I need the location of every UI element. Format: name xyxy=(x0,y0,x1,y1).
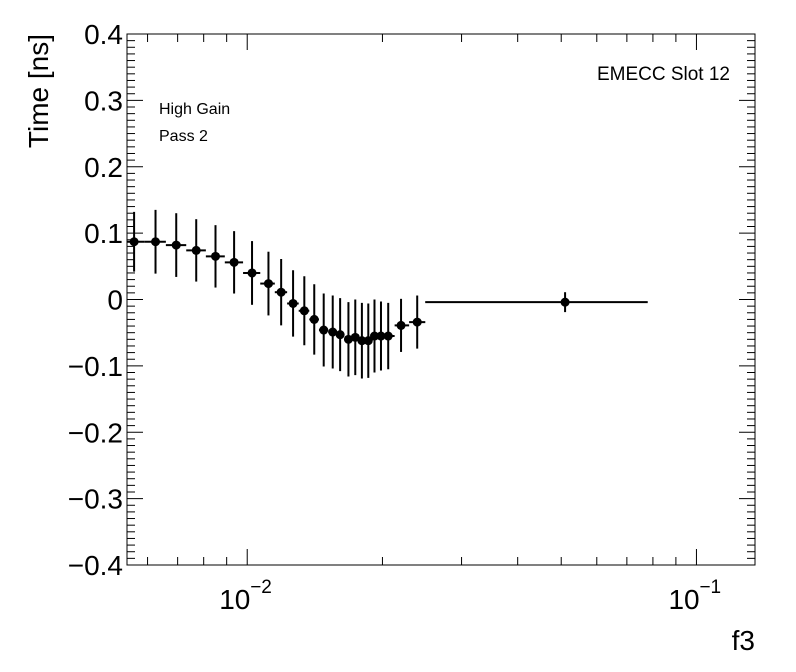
data-point xyxy=(383,302,395,370)
data-point xyxy=(376,301,386,371)
data-point xyxy=(369,299,379,373)
x-axis-label: f3 xyxy=(732,625,755,656)
point-marker xyxy=(335,330,345,340)
y-tick-label: 0.1 xyxy=(84,218,123,249)
point-marker xyxy=(129,237,139,247)
x-tick-label: 10 −1 xyxy=(668,577,721,615)
point-marker xyxy=(383,331,393,341)
point-marker xyxy=(247,268,257,278)
point-marker xyxy=(412,317,422,327)
x-tick-label-exponent: −2 xyxy=(250,577,272,598)
point-marker xyxy=(309,314,319,324)
point-marker xyxy=(263,279,273,289)
y-tick-label: −0.4 xyxy=(68,550,123,581)
data-point xyxy=(205,225,225,288)
point-marker xyxy=(369,331,379,341)
point-marker xyxy=(396,320,406,330)
data-point xyxy=(363,303,373,378)
x-tick-labels: 10 −2 10 −1 xyxy=(219,577,721,615)
data-point xyxy=(335,298,345,372)
point-marker xyxy=(560,297,570,307)
y-tick-label: 0.3 xyxy=(84,85,123,116)
point-marker xyxy=(191,245,201,255)
data-point xyxy=(224,231,244,294)
y-tick-label: 0 xyxy=(107,285,123,316)
y-tick-label: 0.2 xyxy=(84,152,123,183)
point-marker xyxy=(363,336,373,346)
data-point xyxy=(186,219,206,282)
data-point xyxy=(394,298,410,352)
data-point xyxy=(343,302,353,377)
x-tick-label-base: 10 xyxy=(668,584,699,615)
data-point xyxy=(298,276,310,346)
data-point xyxy=(274,259,288,326)
y-tick-labels: −0.4 −0.3 −0.2 −0.1 0 0.1 0.2 0.3 0.4 xyxy=(68,19,123,581)
point-marker xyxy=(299,306,309,316)
axis-ticks xyxy=(127,33,755,566)
x-tick-label: 10 −2 xyxy=(219,577,272,615)
data-point xyxy=(165,213,187,277)
title-annotation: EMECC Slot 12 xyxy=(597,64,730,85)
point-marker xyxy=(151,237,161,247)
data-points xyxy=(127,209,648,379)
plot-frame xyxy=(126,33,756,566)
point-marker xyxy=(229,257,239,267)
data-point xyxy=(328,295,338,369)
point-marker xyxy=(319,325,329,335)
point-marker xyxy=(171,240,181,250)
point-marker xyxy=(343,334,353,344)
data-point xyxy=(309,284,319,355)
x-tick-label-exponent: −1 xyxy=(699,577,721,598)
pass-annotation: Pass 2 xyxy=(159,128,208,145)
data-point xyxy=(144,209,166,274)
data-point xyxy=(425,292,648,313)
point-marker xyxy=(288,298,298,308)
point-marker xyxy=(276,287,286,297)
gain-annotation: High Gain xyxy=(159,101,230,118)
y-axis-label: Time [ns] xyxy=(23,34,54,148)
data-point xyxy=(243,241,261,305)
data-point xyxy=(260,251,275,316)
point-marker xyxy=(376,331,386,341)
y-tick-label: −0.2 xyxy=(68,417,123,448)
point-marker xyxy=(328,327,338,337)
y-tick-label: 0.4 xyxy=(84,19,123,50)
point-marker xyxy=(211,251,221,261)
data-point xyxy=(409,295,426,349)
y-tick-label: −0.1 xyxy=(68,351,123,382)
data-point xyxy=(287,270,299,337)
y-tick-label: −0.3 xyxy=(68,484,123,515)
point-marker xyxy=(357,336,367,346)
x-tick-label-base: 10 xyxy=(219,584,250,615)
data-point xyxy=(127,211,145,272)
data-point xyxy=(318,293,329,367)
